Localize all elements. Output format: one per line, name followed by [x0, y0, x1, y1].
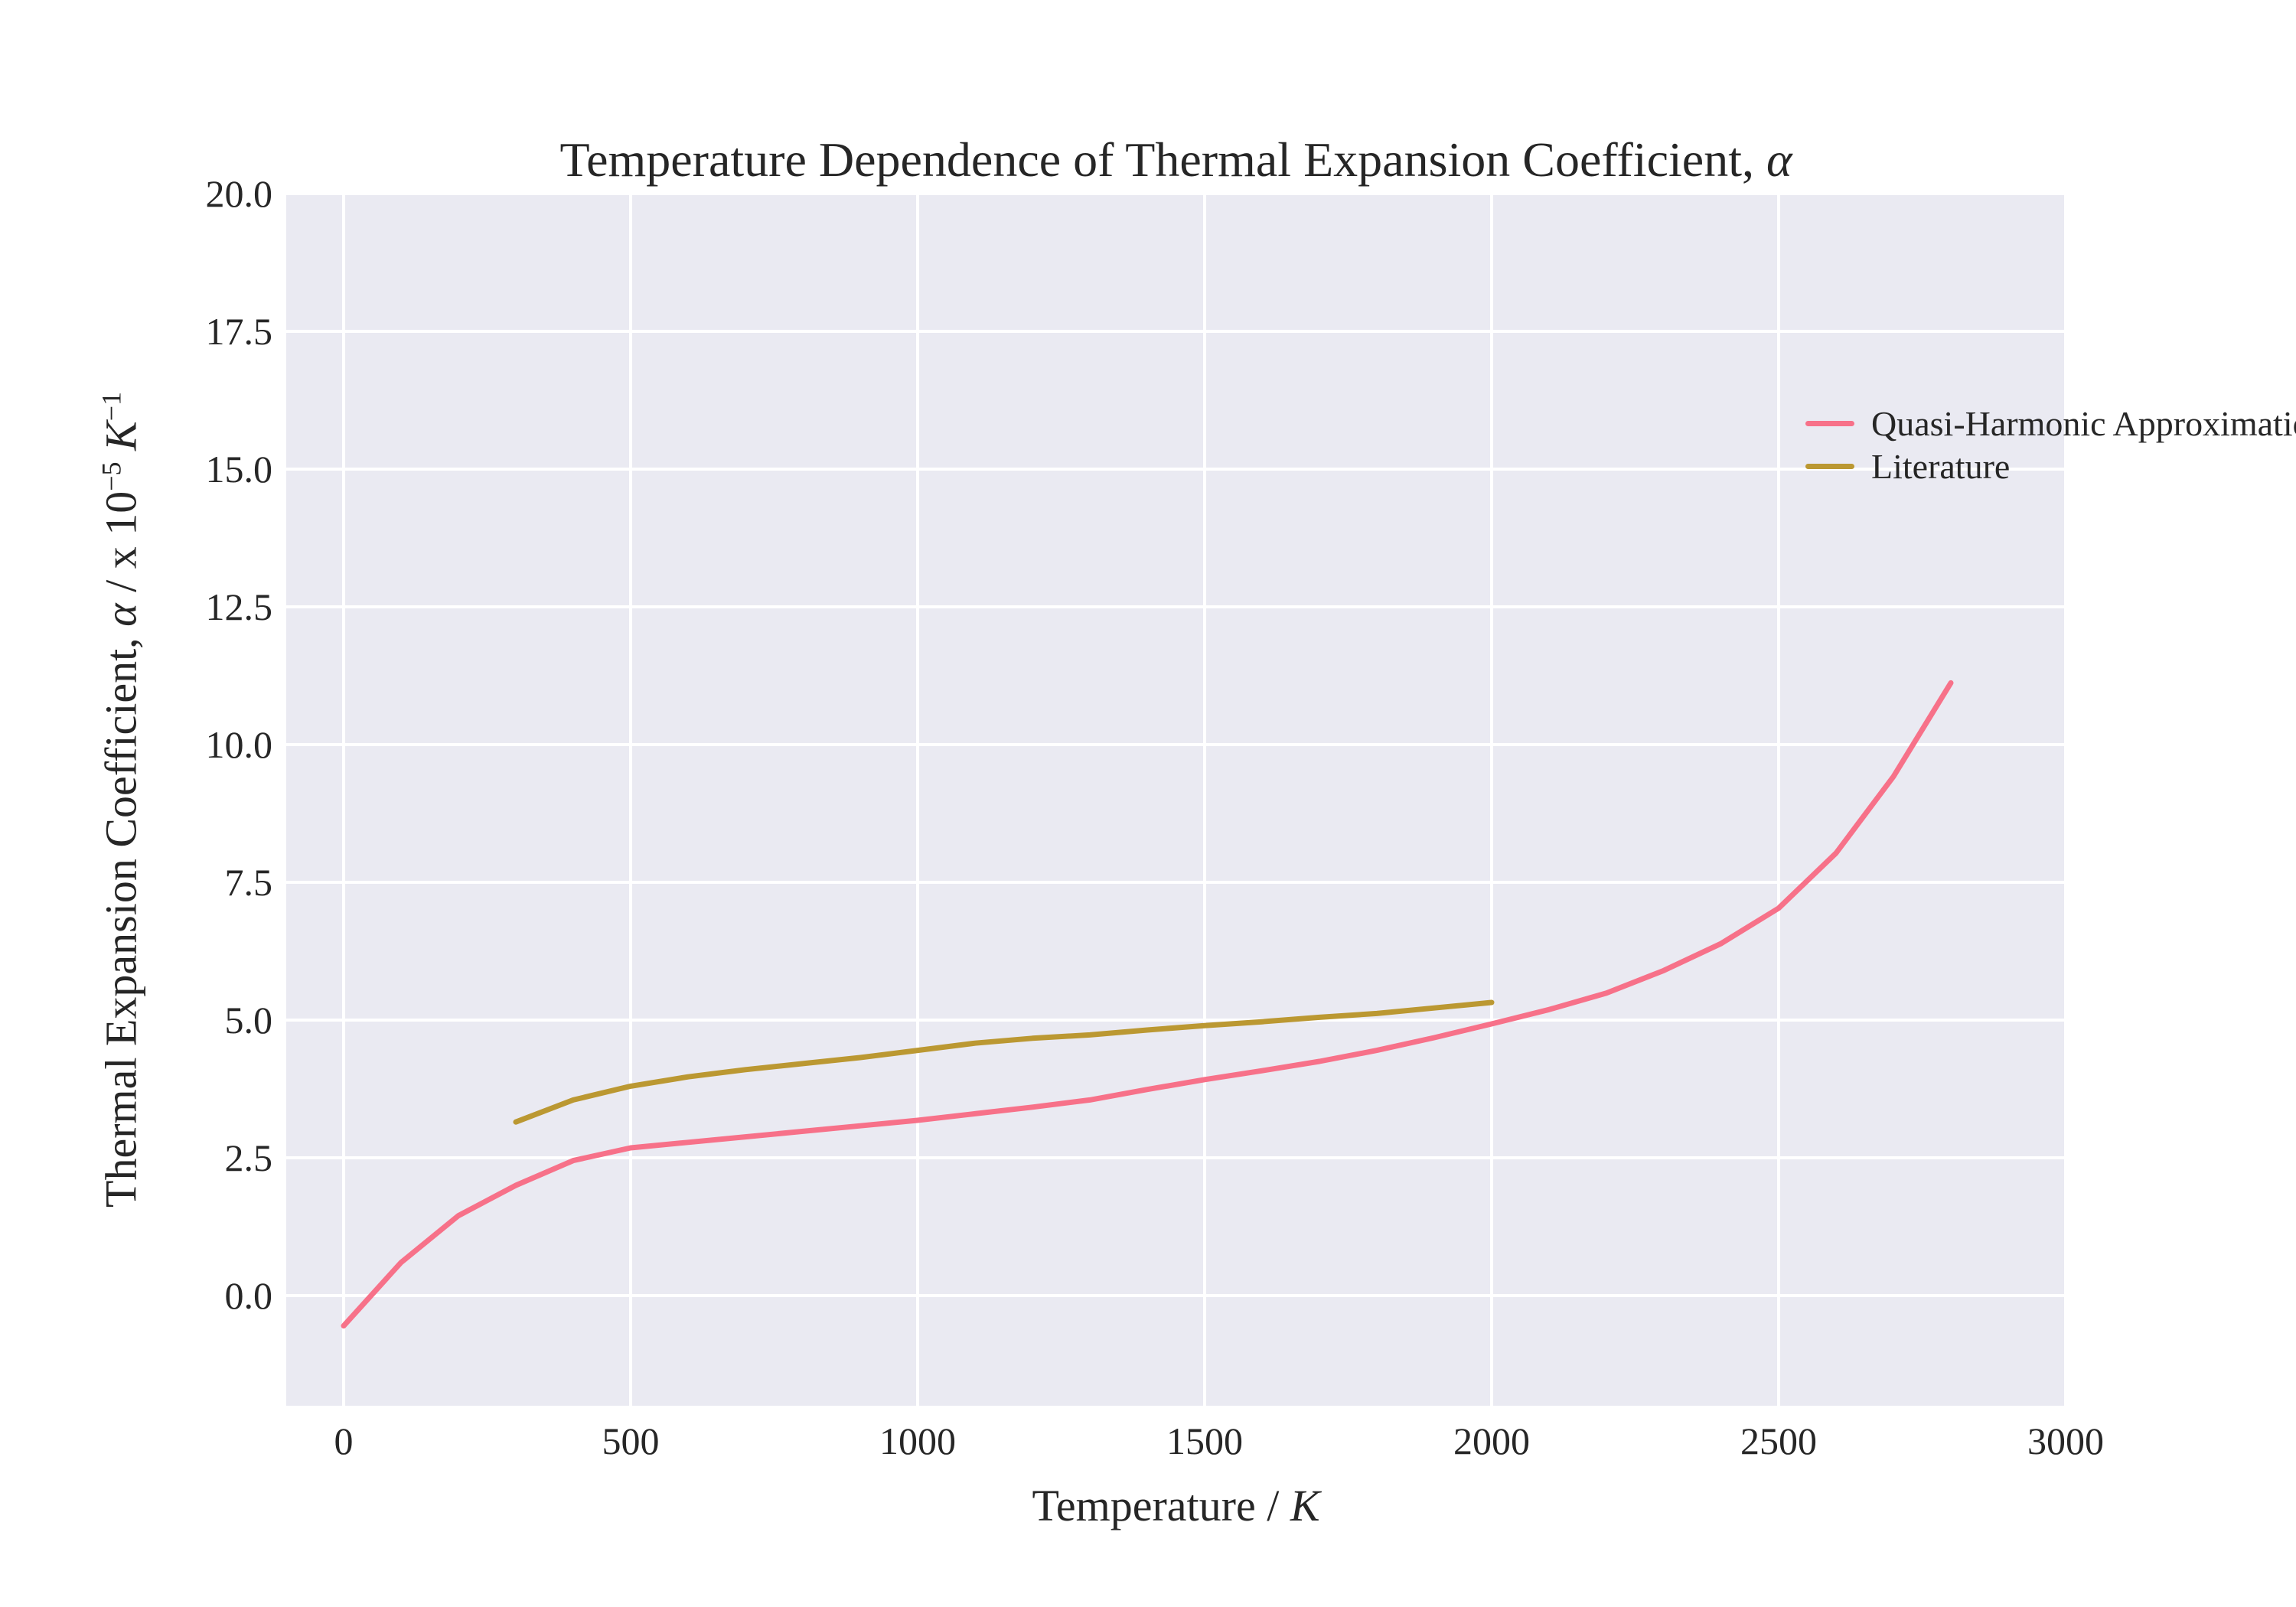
- y-tick-label-12.5: 12.5: [205, 585, 273, 628]
- qha-line-swatch-icon: [1805, 420, 1854, 426]
- y-axis-unit-exponent: −1: [96, 392, 127, 422]
- plot-area: Quasi-Harmonic Approximation Literature: [286, 194, 2296, 1406]
- x-tick-label-2500: 2500: [1740, 1420, 1817, 1462]
- y-tick-label-17.5: 17.5: [205, 310, 273, 353]
- chart-title-alpha-symbol: α: [1766, 132, 1792, 187]
- y-tick-label-10.0: 10.0: [205, 723, 273, 766]
- series-line-0-quasi-harmonic-approximation: [341, 680, 1954, 1329]
- y-tick-label-15.0: 15.0: [205, 448, 273, 491]
- y-tick-label-2.5: 2.5: [224, 1136, 273, 1179]
- y-axis-alpha-symbol: α: [96, 603, 146, 627]
- chart-title-text: Temperature Dependence of Thermal Expans…: [559, 132, 1766, 187]
- x-tick-label-1000: 1000: [879, 1420, 956, 1462]
- legend: Quasi-Harmonic Approximation Literature: [1805, 402, 2296, 487]
- y-tick-label-20.0: 20.0: [205, 172, 273, 215]
- y-tick-label-7.5: 7.5: [224, 861, 273, 904]
- x-tick-label-3000: 3000: [2027, 1420, 2104, 1462]
- x-tick-label-500: 500: [602, 1420, 660, 1462]
- legend-label-literature: Literature: [1871, 446, 2011, 486]
- literature-line-swatch-icon: [1805, 463, 1854, 469]
- y-tick-label-0.0: 0.0: [224, 1274, 273, 1317]
- y-axis-exponent: −5: [96, 461, 127, 491]
- plot-canvas: [286, 194, 2066, 1406]
- x-tick-label-0: 0: [334, 1420, 354, 1462]
- series-line-1-literature: [513, 999, 1495, 1125]
- x-axis-unit: K: [1290, 1481, 1320, 1530]
- legend-label-qha: Quasi-Harmonic Approximation: [1871, 403, 2296, 443]
- legend-item-qha: Quasi-Harmonic Approximation: [1805, 402, 2296, 445]
- y-tick-label-5.0: 5.0: [224, 999, 273, 1041]
- x-tick-label-1500: 1500: [1166, 1420, 1243, 1462]
- x-axis-label: Temperature / K: [1032, 1481, 1320, 1530]
- legend-item-literature: Literature: [1805, 445, 2296, 487]
- y-axis-unit: K: [96, 421, 146, 451]
- x-tick-label-2000: 2000: [1453, 1420, 1530, 1462]
- chart-title: Temperature Dependence of Thermal Expans…: [286, 132, 2066, 188]
